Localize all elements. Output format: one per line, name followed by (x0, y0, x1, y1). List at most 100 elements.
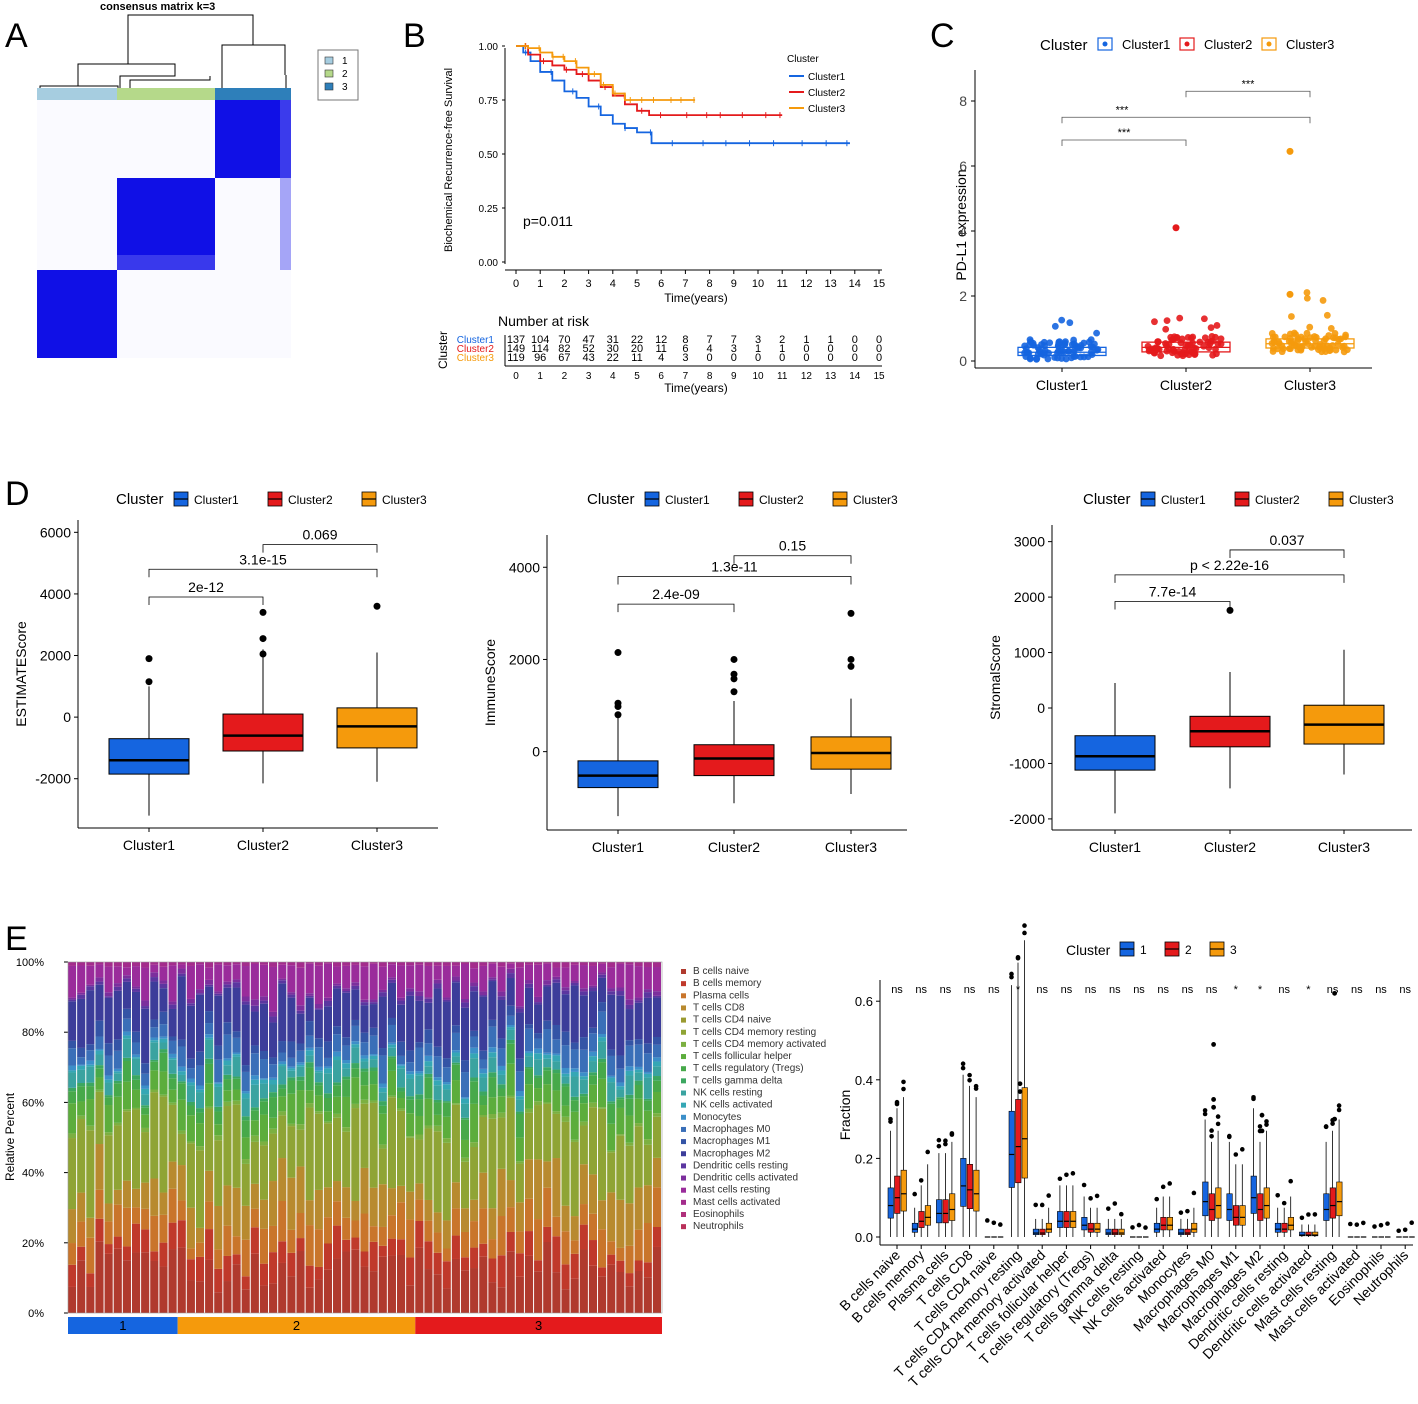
fraction-outlier (1009, 971, 1014, 977)
stacked-bar-segment (232, 1037, 241, 1053)
stacked-bar-segment (195, 994, 205, 1052)
fraction-outlier (1348, 1221, 1353, 1227)
stacked-bar-segment (360, 1058, 369, 1062)
stacked-bar-segment (524, 1108, 534, 1113)
stacked-bar-segment (305, 1103, 314, 1108)
stacked-bar-segment (95, 984, 104, 1021)
stacked-bar-segment (150, 1215, 159, 1252)
stacked-bar-segment (296, 1251, 305, 1313)
stacked-legend-swatch (681, 969, 686, 974)
pdl1-point (1163, 317, 1171, 325)
stacked-bar-segment (442, 1102, 451, 1117)
stacked-bar-segment (607, 1049, 616, 1056)
stacked-bar-segment (497, 1048, 506, 1066)
stacked-bar-segment (241, 962, 250, 967)
stacked-bar-segment (588, 1102, 598, 1108)
stacked-bar-segment (287, 1080, 296, 1094)
stacked-bar-segment (186, 1101, 195, 1106)
pdl1-panel: Cluster Cluster1 Cluster2 Cluster3 PD-L1 e… (953, 37, 1372, 393)
stacked-bar-segment (506, 978, 515, 1006)
estimate-y-tick-label: 6000 (40, 524, 71, 540)
stacked-bar-segment (186, 962, 195, 966)
stacked-bar-segment (524, 1198, 534, 1232)
stacked-bar-segment (141, 1182, 150, 1209)
stacked-bar-segment (351, 1044, 360, 1048)
stacked-bar-segment (195, 1089, 205, 1093)
stacked-bar-segment (104, 997, 113, 1044)
heatmap-mix-band (117, 255, 215, 270)
stacked-bar-segment (278, 1096, 287, 1112)
stacked-legend-label: Dendritic cells activated (693, 1173, 798, 1184)
risk-table-y-label: Cluster (436, 331, 450, 369)
stacked-bar-segment (131, 1089, 141, 1108)
stacked-bar-segment (68, 1087, 77, 1092)
stacked-bar-segment (488, 977, 497, 980)
stacked-legend-swatch (681, 1102, 686, 1108)
fraction-box (1160, 1217, 1167, 1231)
stacked-bar-segment (195, 989, 205, 994)
stacked-bar-segment (278, 1084, 287, 1089)
heatmap-cluster-bar-1 (37, 88, 117, 100)
stacked-bar-segment (269, 1057, 278, 1065)
stacked-bar-segment (470, 982, 479, 987)
estimate-x-tick-label: Cluster2 (237, 837, 289, 853)
stacked-bar-segment (104, 1095, 113, 1098)
stacked-bar-segment (387, 1044, 396, 1048)
stacked-bar-segment (159, 962, 168, 967)
estimate-box-2 (222, 713, 304, 752)
risk-cell: 70 (558, 334, 570, 346)
stacked-bar-segment (534, 1075, 543, 1078)
stacked-bar-segment (515, 1012, 524, 1059)
pdl1-y-tick-label: 4 (959, 223, 967, 239)
stacked-bar-segment (68, 999, 77, 1002)
km-x-tick-label: 1 (537, 278, 543, 290)
stacked-bar-segment (396, 1004, 406, 1042)
stacked-bar-segment (195, 964, 205, 990)
stacked-bar-segment (625, 1203, 634, 1246)
stacked-bar-segment (607, 994, 616, 1050)
stacked-bar-segment (68, 1072, 77, 1088)
stacked-bar-segment (424, 1269, 433, 1313)
stacked-bar-segment (552, 1061, 561, 1070)
stacked-bar-segment (259, 1145, 269, 1200)
risk-cell: 96 (534, 352, 546, 364)
fraction-outlier (1039, 1202, 1045, 1208)
stacked-bar-segment (186, 1105, 195, 1116)
stacked-group-bar-1 (68, 1317, 178, 1334)
fraction-box (1215, 1187, 1222, 1219)
risk-cell: 0 (828, 343, 834, 355)
heatmap-cluster-bar-2 (117, 88, 215, 100)
stacked-bar-segment (643, 992, 652, 998)
stacked-bar-segment (342, 1079, 351, 1097)
fraction-outlier (1251, 1096, 1256, 1102)
fraction-sig-label: ns (1109, 984, 1121, 996)
stacked-bar-segment (479, 1243, 488, 1257)
stacked-bar-segment (86, 1044, 95, 1051)
fraction-box (1081, 1217, 1088, 1231)
stacked-bar-segment (150, 1178, 159, 1216)
stacked-bar-segment (214, 1205, 223, 1250)
fraction-outlier (1119, 1211, 1124, 1217)
stacked-bar-segment (214, 1111, 223, 1125)
stacked-bar-segment (479, 962, 488, 966)
stacked-bar-segment (588, 1213, 598, 1241)
stacked-bar-segment (369, 1271, 378, 1313)
stacked-bar-segment (269, 1283, 278, 1313)
fraction-outlier (967, 1078, 972, 1083)
stacked-bar-segment (534, 1219, 543, 1261)
estimate-x-tick-label: Cluster1 (123, 837, 175, 853)
stacked-bar-segment (460, 1103, 470, 1118)
stacked-bar-segment (159, 1242, 168, 1267)
risk-x-tick-label: 1 (537, 371, 543, 382)
stacked-bar-segment (113, 1080, 122, 1084)
risk-cell: 0 (803, 343, 809, 355)
pdl1-point (1044, 355, 1052, 363)
risk-table-x-label: Time(years) (664, 381, 728, 395)
stacked-bar-segment (159, 1049, 168, 1053)
stacked-bar-segment (342, 1076, 351, 1080)
stacked-bar-segment (223, 981, 232, 985)
stacked-bar-segment (241, 1116, 250, 1121)
stacked-bar-segment (269, 1117, 278, 1129)
stacked-bar-segment (378, 996, 387, 1049)
